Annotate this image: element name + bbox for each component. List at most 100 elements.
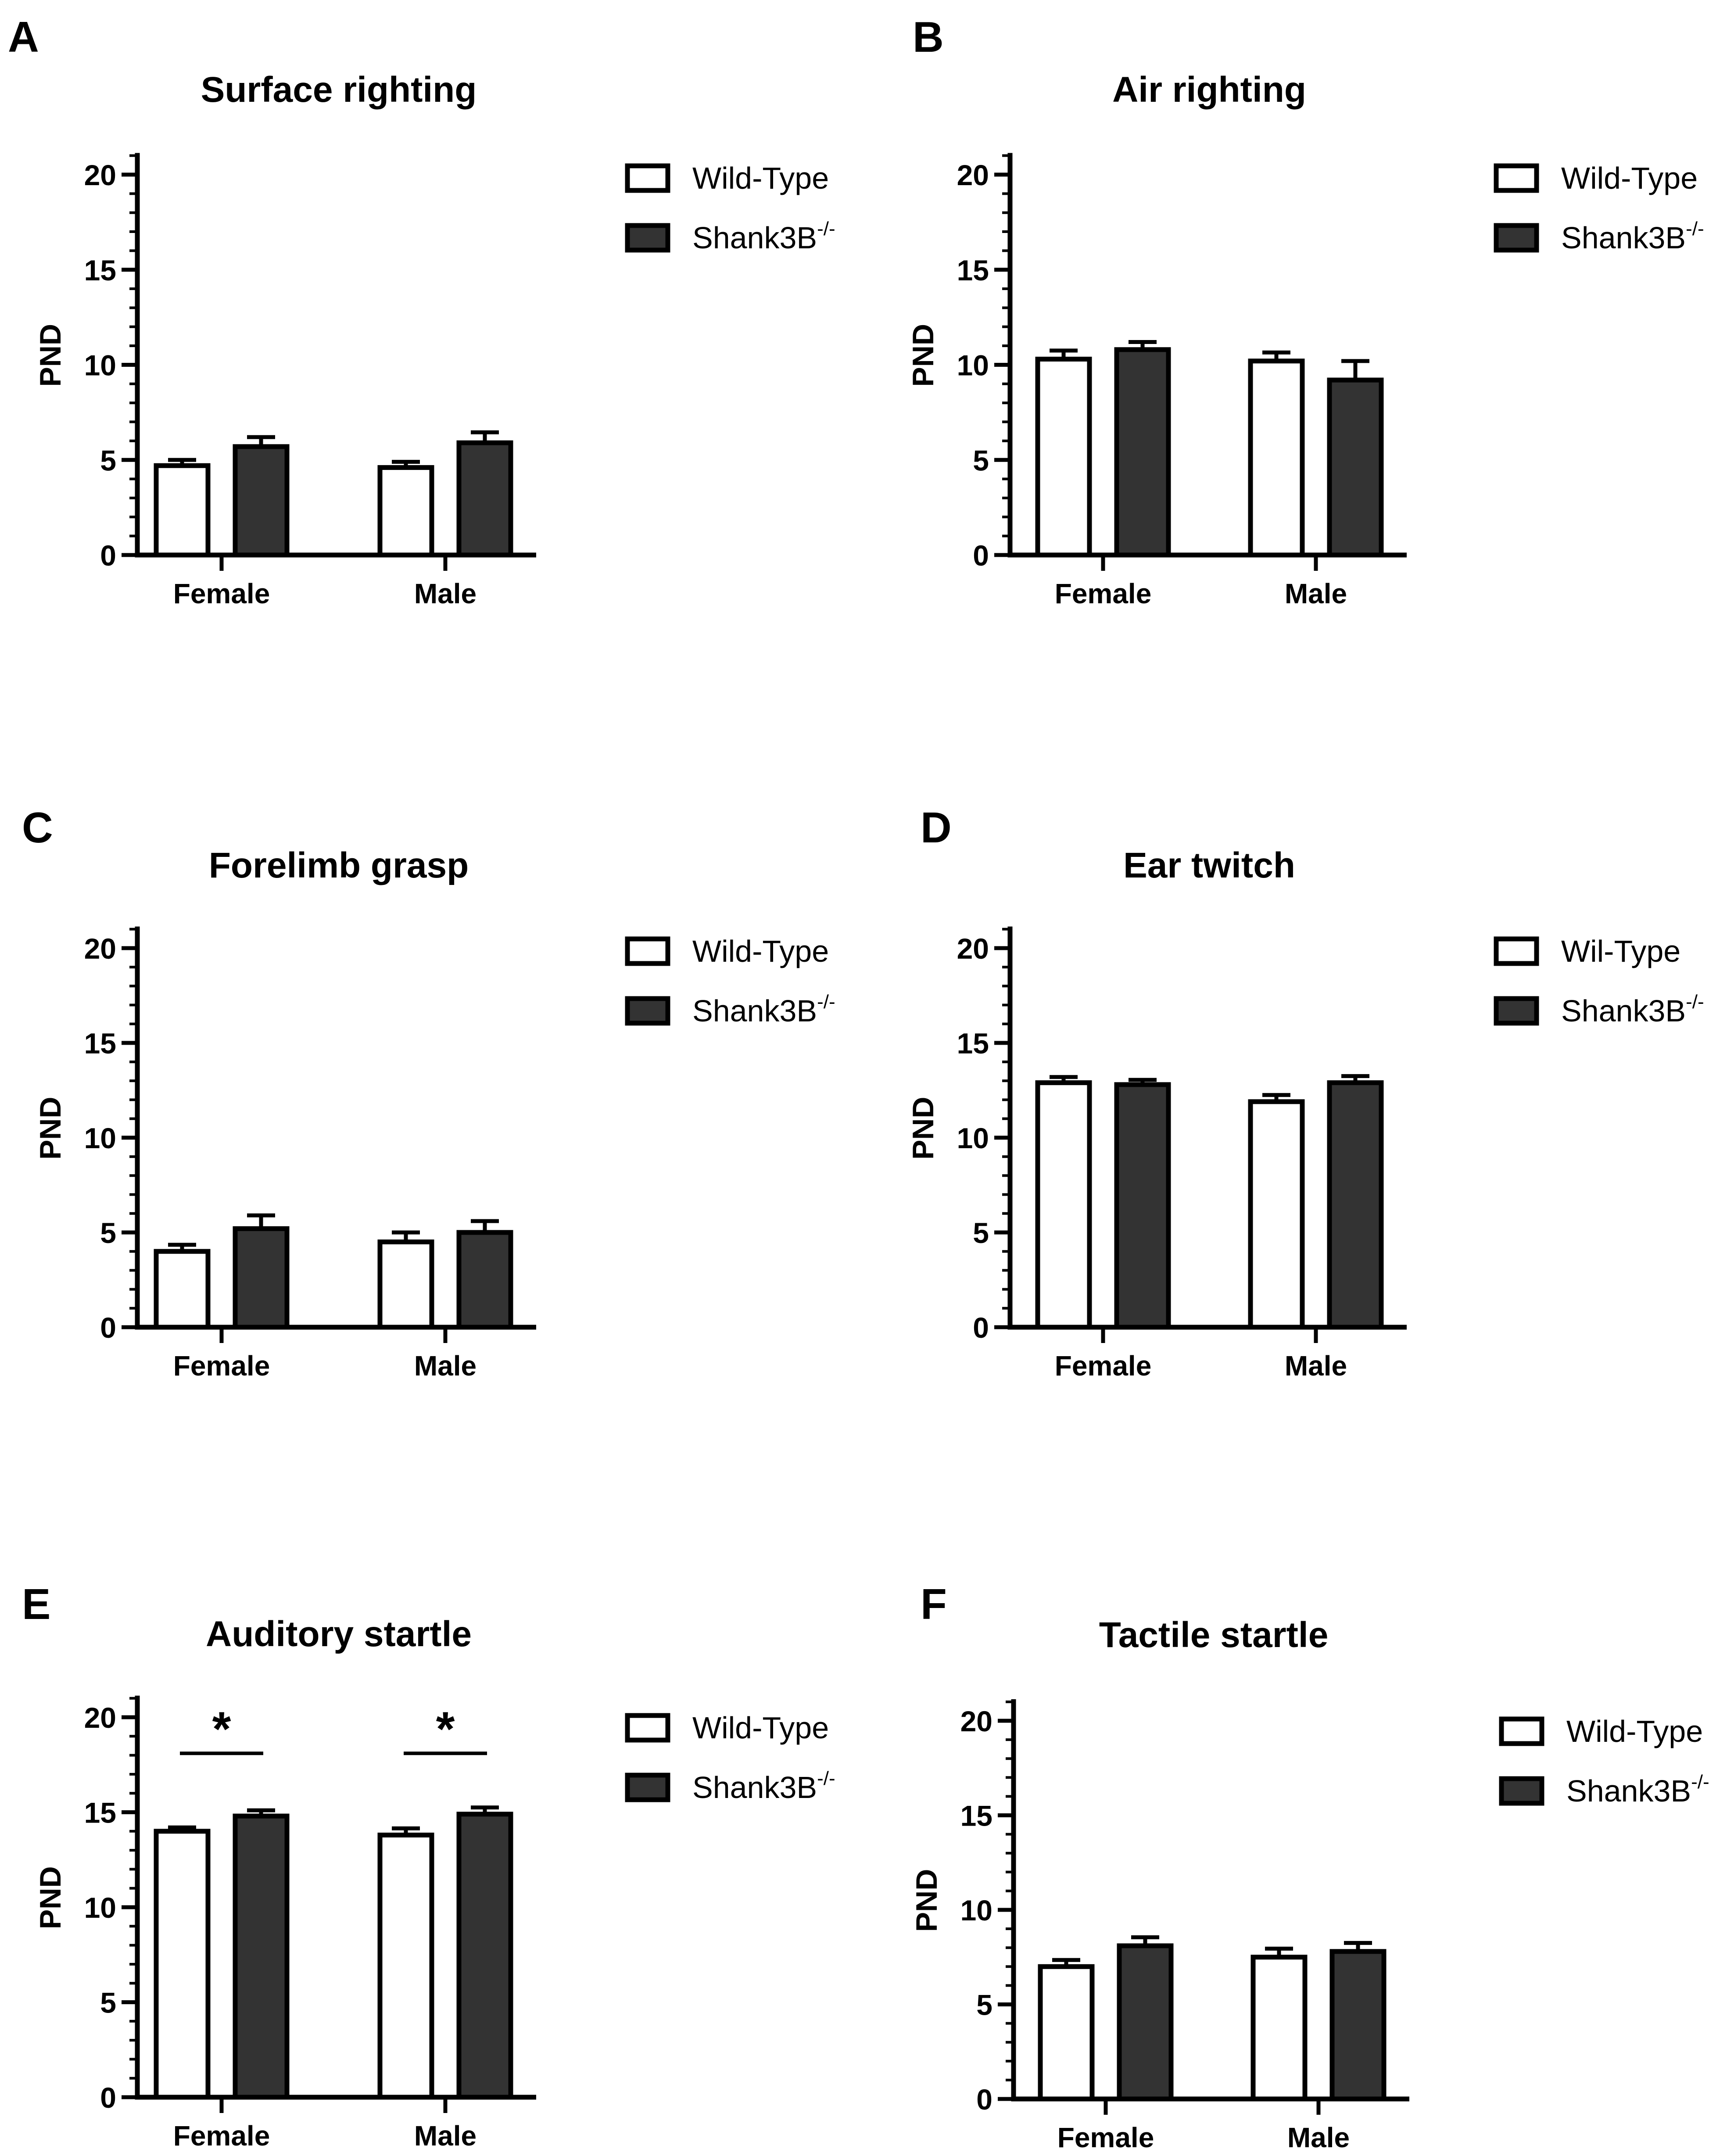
legend-label-text: Shank3B <box>692 994 817 1028</box>
legend-label: Shank3B-/- <box>692 1768 835 1805</box>
bar-wild-type-female <box>154 1829 211 2100</box>
chart-panel-b: B Air righting PND 0 5 10 15 20 Female Male Wild-T… <box>906 13 1704 609</box>
chart-panel-f: F Tactile startle PND 0 5 10 15 20 Female Male Wil… <box>910 1580 1709 2153</box>
chart-title: Forelimb grasp <box>209 845 469 885</box>
legend-swatch <box>625 163 670 193</box>
x-category-label: Female <box>173 2120 270 2152</box>
y-tick-label: 15 <box>957 1027 989 1060</box>
legend-swatch <box>625 1773 670 1802</box>
y-tick-label: 20 <box>84 932 116 965</box>
y-tick-label: 20 <box>960 1705 992 1737</box>
legend-swatch <box>1494 223 1539 253</box>
bar-wild-type-male <box>377 1239 434 1330</box>
y-axis-label: PND <box>906 324 940 387</box>
legend-label-superscript: -/- <box>817 1768 835 1789</box>
y-tick-label: 10 <box>957 1122 989 1154</box>
legend-label-text: Wild-Type <box>692 934 829 968</box>
significance-star: * <box>212 1702 231 1756</box>
legend-label: Wild-Type <box>692 161 829 195</box>
y-tick-label: 10 <box>84 349 116 382</box>
legend-swatch <box>625 1713 670 1743</box>
legend-label: Wil-Type <box>1561 934 1680 968</box>
y-tick-label: 0 <box>973 539 989 572</box>
legend-label: Shank3B-/- <box>1561 991 1704 1028</box>
bar-wild-type-female <box>154 463 211 558</box>
bar-wild-type-female <box>1035 1080 1092 1330</box>
bar-wild-type-female <box>154 1249 211 1330</box>
legend-label-superscript: -/- <box>817 218 835 240</box>
legend-label-superscript: -/- <box>1691 1771 1709 1793</box>
bar-wild-type-male <box>1248 358 1305 558</box>
legend-label-text: Wild-Type <box>692 1711 829 1745</box>
x-category-label: Female <box>1055 578 1152 609</box>
y-tick-label: 10 <box>84 1891 116 1924</box>
bar-shank3b-female <box>1114 1082 1171 1330</box>
bar-wild-type-male <box>377 465 434 558</box>
panel-letter: C <box>22 803 53 852</box>
bar-shank3b-male <box>1329 1949 1387 2102</box>
legend-swatch <box>1494 163 1539 193</box>
x-category-label: Female <box>1057 2122 1154 2153</box>
chart-title: Air righting <box>1112 70 1306 110</box>
y-tick-label: 0 <box>100 1311 116 1344</box>
legend-label-text: Wild-Type <box>1566 1714 1703 1748</box>
y-tick-label: 10 <box>960 1894 992 1927</box>
bar-wild-type-female <box>1035 356 1092 558</box>
y-tick-label: 5 <box>973 1217 989 1249</box>
legend-label-superscript: -/- <box>1686 218 1704 240</box>
y-tick-label: 0 <box>100 2081 116 2114</box>
x-category-label: Male <box>414 578 477 609</box>
y-tick-label: 15 <box>84 1797 116 1829</box>
chart-panel-e: E Auditory startle PND 0 5 10 15 20 Female Male * *… <box>22 1580 835 2152</box>
y-tick-label: 0 <box>973 1311 989 1344</box>
legend-label-text: Shank3B <box>1566 1774 1691 1808</box>
y-tick-label: 20 <box>84 1701 116 1734</box>
x-category-label: Female <box>1055 1350 1152 1382</box>
bar-shank3b-female <box>233 1226 290 1330</box>
legend-swatch <box>625 996 670 1026</box>
legend-label-text: Shank3B <box>1561 221 1686 255</box>
y-tick-label: 10 <box>957 349 989 382</box>
x-category-label: Female <box>173 1350 270 1382</box>
y-tick-label: 15 <box>960 1800 992 1832</box>
legend-swatch <box>625 936 670 966</box>
panel-letter: A <box>8 13 39 61</box>
x-category-label: Female <box>173 578 270 609</box>
legend-swatch <box>1494 996 1539 1026</box>
bar-shank3b-male <box>456 1812 513 2100</box>
chart-title: Tactile startle <box>1099 1615 1329 1655</box>
panel-letter: F <box>921 1580 947 1628</box>
bar-shank3b-male <box>1327 377 1384 558</box>
legend-swatch <box>625 223 670 253</box>
bar-shank3b-female <box>1117 1943 1174 2102</box>
legend-label: Shank3B-/- <box>692 991 835 1028</box>
y-tick-label: 0 <box>976 2083 992 2116</box>
chart-panel-d: D Ear twitch PND 0 5 10 15 20 Female Male Wil-Type… <box>906 803 1704 1382</box>
legend-label: Wild-Type <box>692 934 829 968</box>
legend-label: Wild-Type <box>1561 161 1698 195</box>
legend-label: Shank3B-/- <box>1566 1771 1709 1808</box>
bar-wild-type-male <box>1248 1099 1305 1330</box>
bar-shank3b-male <box>456 440 513 558</box>
panel-letter: B <box>913 13 944 61</box>
legend-label: Wild-Type <box>692 1711 829 1745</box>
y-tick-label: 5 <box>100 1987 116 2019</box>
bar-wild-type-male <box>377 1832 434 2100</box>
y-tick-label: 15 <box>84 254 116 287</box>
y-tick-label: 15 <box>84 1027 116 1060</box>
y-tick-label: 20 <box>957 932 989 965</box>
bar-wild-type-female <box>1038 1964 1095 2102</box>
chart-panel-c: C Forelimb grasp PND 0 5 10 15 20 Female Male Wild… <box>22 803 835 1382</box>
bar-shank3b-male <box>1327 1080 1384 1330</box>
x-category-label: Male <box>1285 1350 1347 1382</box>
legend-label-superscript: -/- <box>817 991 835 1013</box>
y-tick-label: 15 <box>957 254 989 287</box>
legend-label-text: Wil-Type <box>1561 934 1680 968</box>
bar-shank3b-male <box>456 1230 513 1330</box>
legend-label-text: Shank3B <box>692 221 817 255</box>
significance-star: * <box>436 1702 455 1756</box>
legend-label-text: Wild-Type <box>692 161 829 195</box>
legend-label-superscript: -/- <box>1686 991 1704 1013</box>
chart-title: Ear twitch <box>1123 845 1295 885</box>
